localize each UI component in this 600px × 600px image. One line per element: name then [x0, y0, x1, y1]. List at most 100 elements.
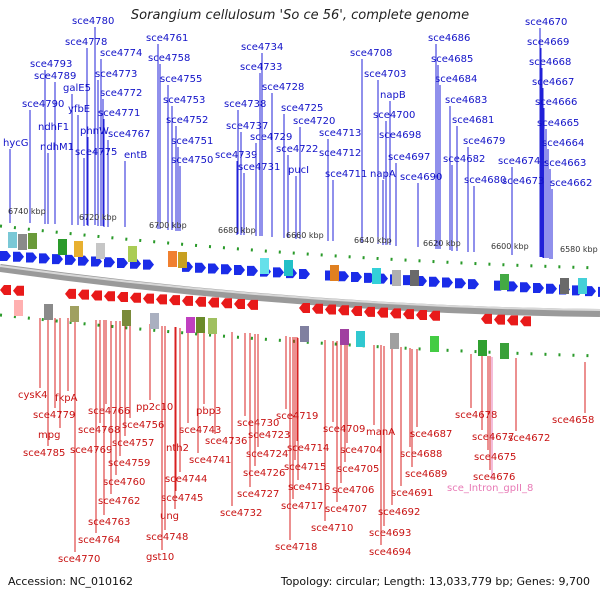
- reverse-gene-label: sce4691: [391, 488, 433, 499]
- forward-gene-label: sce4698: [379, 130, 421, 141]
- forward-gene-arrow: [351, 272, 362, 283]
- reverse-gene-label: sce4658: [552, 415, 594, 426]
- feature-block: [500, 343, 509, 359]
- forward-gene-label: sce4733: [240, 62, 282, 73]
- forward-gene-arrow: [468, 279, 479, 290]
- reverse-gene-label: sce4785: [23, 448, 65, 459]
- reverse-gene-label: sce4757: [112, 438, 154, 449]
- intron-label: sce_Intron_gpII_8: [447, 483, 533, 494]
- forward-gene-label: sce4767: [108, 129, 150, 140]
- forward-gene-arrow: [0, 251, 11, 261]
- reverse-gene-label: sce4779: [33, 410, 75, 421]
- forward-gene-arrow: [143, 259, 154, 270]
- scale-label: 6580 kbp: [560, 245, 598, 254]
- forward-gene-label: sce4758: [148, 53, 190, 64]
- reverse-gene-label: pp2c10: [136, 402, 173, 413]
- scale-label: 6720 kbp: [79, 213, 117, 222]
- reverse-gene-arrow: [299, 302, 310, 313]
- forward-gene-label: sce4725: [281, 103, 323, 114]
- feature-block: [168, 251, 177, 267]
- genome-title: Sorangium cellulosum 'So ce 56', complet…: [130, 8, 470, 23]
- forward-gene-label: sce4761: [146, 33, 188, 44]
- reverse-gene-label: sce4709: [323, 424, 365, 435]
- reverse-gene-label: sce4760: [103, 477, 145, 488]
- feature-block: [44, 304, 53, 320]
- forward-gene-label: hycG: [3, 138, 29, 149]
- forward-gene-label: sce4670: [525, 17, 567, 28]
- scale-label: 6620 kbp: [423, 239, 461, 248]
- forward-gene-arrow: [520, 282, 531, 293]
- reverse-gene-label: sce4706: [332, 485, 374, 496]
- forward-gene-arrow: [442, 277, 453, 288]
- reverse-gene-arrow: [104, 291, 115, 302]
- forward-gene-arrow: [52, 254, 63, 265]
- reverse-gene-arrow: [338, 305, 349, 316]
- forward-gene-arrow: [429, 276, 440, 287]
- reverse-gene-arrow: [78, 289, 89, 300]
- feature-block: [330, 265, 339, 281]
- forward-gene-label: sce4772: [100, 88, 142, 99]
- reverse-gene-label: sce4770: [58, 554, 100, 565]
- reverse-gene-label: sce4748: [146, 532, 188, 543]
- reverse-gene-label: sce4732: [220, 508, 262, 519]
- forward-gene-arrow: [546, 283, 557, 294]
- feature-block: [196, 317, 205, 333]
- forward-gene-label: sce4708: [350, 48, 392, 59]
- reverse-gene-arrow: [377, 307, 388, 318]
- inner-dotted-ring: [0, 313, 600, 358]
- forward-gene-arrow: [208, 263, 219, 274]
- reverse-gene-arrow: [325, 304, 336, 315]
- forward-gene-label: sce4667: [532, 77, 574, 88]
- reverse-gene-arrow: [507, 315, 518, 326]
- forward-gene-label: sce4681: [452, 115, 494, 126]
- scale-label: 6600 kbp: [491, 242, 529, 251]
- forward-gene-label: sce4793: [30, 59, 72, 70]
- forward-gene-label: sce4751: [171, 136, 213, 147]
- reverse-gene-label: sce4763: [88, 517, 130, 528]
- feature-block: [14, 300, 23, 316]
- forward-gene-label: sce4668: [529, 57, 571, 68]
- feature-block: [390, 333, 399, 349]
- reverse-gene-label: pbp3: [196, 406, 221, 417]
- feature-block: [372, 268, 381, 284]
- forward-gene-arrow: [104, 257, 115, 268]
- forward-gene-label: sce4685: [431, 54, 473, 65]
- reverse-gene-arrow: [208, 297, 219, 308]
- forward-gene-arrow: [585, 286, 596, 297]
- forward-gene-label: sce4674: [498, 156, 540, 167]
- feature-block: [260, 258, 269, 274]
- reverse-gene-label: sce4677: [472, 432, 514, 443]
- forward-gene-arrow: [455, 278, 466, 289]
- forward-gene-arrow: [65, 254, 76, 265]
- feature-block: [122, 310, 131, 326]
- forward-gene-label: ndhM1: [40, 142, 74, 153]
- reverse-gene-arrow: [13, 285, 24, 296]
- reverse-gene-arrow: [65, 288, 76, 299]
- feature-block: [430, 336, 439, 352]
- reverse-gene-arrow: [130, 292, 141, 303]
- reverse-gene-arrow: [182, 295, 193, 306]
- reverse-gene-label: sce4715: [284, 462, 326, 473]
- feature-block: [410, 270, 419, 286]
- forward-gene-label: entB: [124, 150, 147, 161]
- forward-gene-label: sce4790: [22, 99, 64, 110]
- reverse-gene-label: sce4716: [288, 482, 330, 493]
- reverse-gene-label: gst10: [146, 552, 174, 563]
- reverse-gene-arrow: [312, 303, 323, 314]
- forward-gene-label: galE5: [63, 83, 91, 94]
- forward-gene-arrow: [273, 267, 284, 278]
- reverse-gene-label: sce4766: [88, 406, 130, 417]
- reverse-gene-label: sce4744: [165, 474, 207, 485]
- reverse-gene-label: sce4688: [400, 449, 442, 460]
- reverse-gene-label: sce4694: [369, 547, 411, 558]
- reverse-gene-arrow: [520, 316, 531, 327]
- genome-summary: Topology: circular; Length: 13,033,779 b…: [280, 575, 590, 588]
- reverse-gene-label: sce4724: [246, 449, 288, 460]
- scale-labels: 6740 kbp 6720 kbp 6700 kbp 6680 kbp 6660 kbp…: [8, 207, 598, 254]
- reverse-gene-arrow: [429, 310, 440, 321]
- reverse-gene-label: sce4764: [78, 535, 120, 546]
- forward-gene-label: sce4697: [388, 152, 430, 163]
- reverse-strand-genes: [0, 285, 531, 327]
- reverse-gene-label: sce4743: [179, 425, 221, 436]
